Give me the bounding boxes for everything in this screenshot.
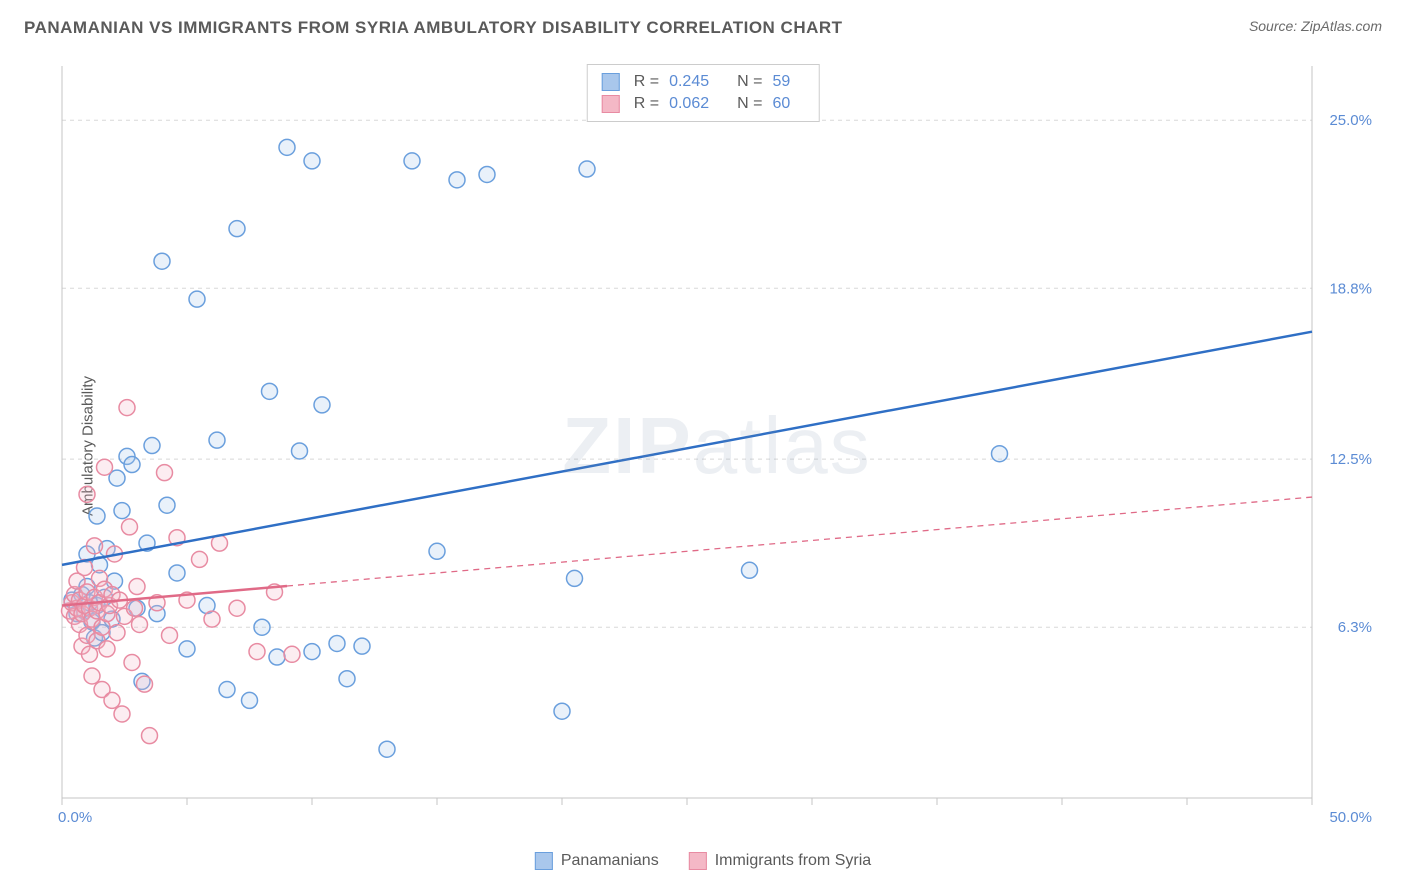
svg-text:12.5%: 12.5% <box>1329 451 1372 468</box>
source-credit: Source: ZipAtlas.com <box>1249 18 1382 34</box>
n-value: 60 <box>772 95 790 113</box>
scatter-plot: 6.3% 12.5% 18.8% 25.0% 0.0% 50.0% <box>52 60 1382 832</box>
svg-text:18.8%: 18.8% <box>1329 280 1372 297</box>
r-value: 0.062 <box>669 95 709 113</box>
chart-header: PANAMANIAN VS IMMIGRANTS FROM SYRIA AMBU… <box>0 0 1406 48</box>
n-label: N = <box>737 73 762 91</box>
svg-text:50.0%: 50.0% <box>1329 809 1372 826</box>
swatch-icon <box>535 852 553 870</box>
n-label: N = <box>737 95 762 113</box>
chart-title: PANAMANIAN VS IMMIGRANTS FROM SYRIA AMBU… <box>24 18 843 38</box>
legend-item: Immigrants from Syria <box>689 852 871 870</box>
chart-area: 6.3%12.5%18.8%25.0%0.0%50.0% ZIPatlas <box>52 60 1382 832</box>
swatch-icon <box>689 852 707 870</box>
stats-row: R = 0.062 N = 60 <box>602 93 805 115</box>
r-label: R = <box>634 95 659 113</box>
swatch-icon <box>602 73 620 91</box>
stats-legend-box: R = 0.245 N = 59 R = 0.062 N = 60 <box>587 64 820 122</box>
legend-label: Immigrants from Syria <box>715 852 871 870</box>
svg-text:25.0%: 25.0% <box>1329 112 1372 129</box>
n-value: 59 <box>772 73 790 91</box>
r-label: R = <box>634 73 659 91</box>
legend-label: Panamanians <box>561 852 659 870</box>
legend-item: Panamanians <box>535 852 659 870</box>
r-value: 0.245 <box>669 73 709 91</box>
svg-text:6.3%: 6.3% <box>1338 619 1372 636</box>
swatch-icon <box>602 95 620 113</box>
stats-row: R = 0.245 N = 59 <box>602 71 805 93</box>
bottom-legend: Panamanians Immigrants from Syria <box>535 852 871 870</box>
svg-text:0.0%: 0.0% <box>58 809 92 826</box>
